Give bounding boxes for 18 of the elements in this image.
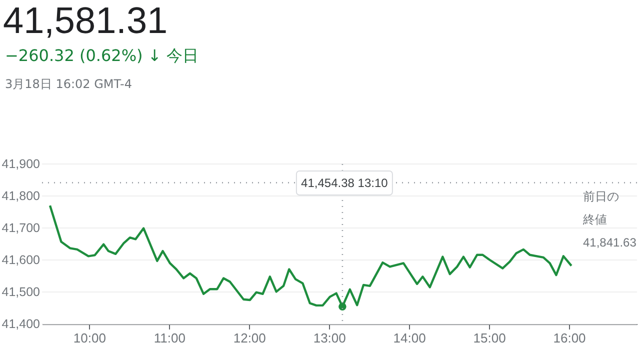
- chart-subtitle: −260.32 (0.62%) ↓ 今日: [5, 46, 198, 67]
- x-tick-label: 11:00: [154, 330, 186, 346]
- y-tick-label: 41,900: [2, 157, 40, 171]
- y-tick-label: 41,800: [2, 189, 40, 203]
- y-tick-label: 41,700: [2, 221, 40, 235]
- x-tick-label: 15:00: [473, 330, 506, 346]
- x-tick-label: 16:00: [553, 330, 586, 346]
- y-tick-label: 41,600: [2, 253, 40, 267]
- text: 3月18日 16:02 GMT-4: [5, 76, 132, 93]
- chart-title: 41,581.31: [3, 0, 168, 42]
- y-tick-label: 41,400: [2, 317, 40, 331]
- x-tick-label: 10:00: [73, 330, 106, 346]
- x-tick-label: 13:00: [313, 330, 346, 346]
- y-tick-label: 41,500: [2, 285, 40, 299]
- ref-line-label: 41,454.38 13:10: [301, 176, 388, 190]
- x-tick-label: 12:00: [233, 330, 266, 346]
- x-tick-label: 14:00: [393, 330, 426, 346]
- ref-line-label: 前日の終値 41,841.63: [582, 190, 637, 250]
